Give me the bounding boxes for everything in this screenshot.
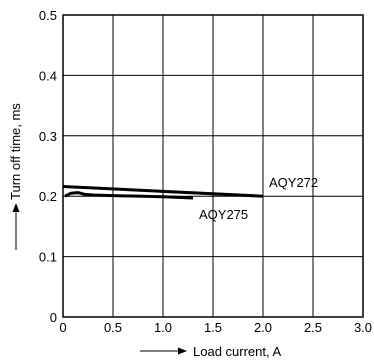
series-line-aqy275 [64, 191, 194, 200]
x-tick-label: 2.5 [304, 320, 322, 335]
series-lines [62, 185, 264, 200]
series-line-aqy272 [62, 185, 264, 198]
x-tick-label: 0 [59, 320, 66, 335]
y-tick-label: 0.3 [39, 129, 57, 144]
x-tick-labels: 0 0.5 1.0 1.5 2.0 2.5 3.0 [59, 320, 372, 335]
y-tick-label: 0.4 [39, 68, 57, 83]
y-tick-label: 0.1 [39, 250, 57, 265]
x-tick-label: 1.5 [204, 320, 222, 335]
x-axis-title: Load current, A [193, 344, 281, 359]
y-tick-label: 0.2 [39, 189, 57, 204]
grid [63, 15, 363, 317]
x-tick-label: 3.0 [354, 320, 372, 335]
y-axis-arrow-head [12, 203, 20, 212]
x-tick-label: 0.5 [104, 320, 122, 335]
x-axis-arrow-head [178, 347, 187, 355]
x-tick-label: 1.0 [154, 320, 172, 335]
x-axis-title-group: Load current, A [140, 344, 281, 359]
y-tick-label: 0.5 [39, 8, 57, 23]
series-label-aqy275: AQY275 [199, 207, 248, 222]
series-labels: AQY272 AQY275 [199, 175, 318, 222]
x-tick-label: 2.0 [254, 320, 272, 335]
y-axis-title-group: Turn off time, ms [8, 103, 23, 250]
plot-frame [62, 14, 364, 318]
series-label-aqy272: AQY272 [269, 175, 318, 190]
y-axis-title: Turn off time, ms [8, 103, 23, 200]
y-tick-label: 0 [50, 310, 57, 325]
y-tick-labels: 0 0.1 0.2 0.3 0.4 0.5 [39, 8, 57, 325]
